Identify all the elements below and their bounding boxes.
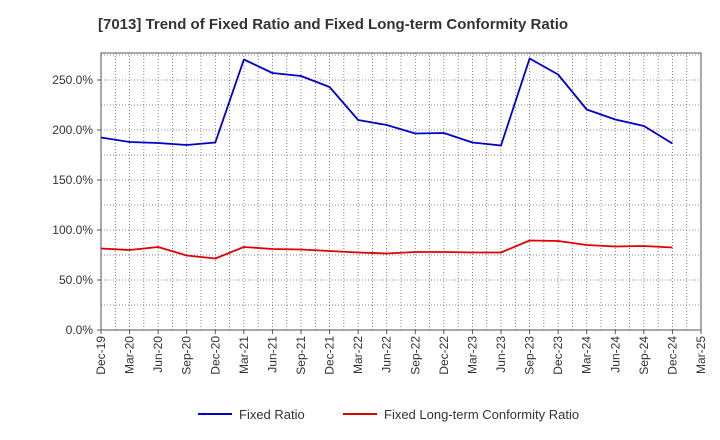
x-tick-label: Mar-23: [465, 336, 479, 374]
x-tick-label: Dec-22: [437, 336, 451, 375]
y-tick-label: 50.0%: [59, 273, 93, 287]
y-axis-tick-labels: 0.0% 50.0% 100.0% 150.0% 200.0% 250.0%: [52, 73, 101, 337]
legend-label: Fixed Long-term Conformity Ratio: [384, 407, 579, 422]
x-tick-label: Mar-20: [123, 336, 137, 374]
x-tick-label: Dec-21: [323, 336, 337, 375]
series-lines: [100, 57, 673, 260]
x-tick-label: Mar-24: [580, 336, 594, 374]
y-tick-label: 150.0%: [52, 173, 93, 187]
x-tick-label: Sep-24: [637, 336, 651, 375]
series-line-fixed-long-term-conformity-ratio: [100, 239, 673, 260]
x-tick-label: Jun-21: [265, 336, 279, 373]
x-tick-label: Jun-23: [494, 336, 508, 373]
x-tick-label: Mar-22: [351, 336, 365, 374]
x-tick-label: Jun-22: [380, 336, 394, 373]
grid-lines: [100, 53, 702, 330]
x-tick-label: Sep-21: [294, 336, 308, 375]
y-tick-label: 0.0%: [66, 323, 94, 337]
y-tick-label: 200.0%: [52, 123, 93, 137]
x-tick-label: Mar-21: [237, 336, 251, 374]
legend: Fixed Ratio Fixed Long-term Conformity Ra…: [198, 407, 579, 422]
x-tick-label: Jun-24: [608, 336, 622, 373]
x-tick-label: Sep-23: [523, 336, 537, 375]
x-tick-label: Jun-20: [151, 336, 165, 373]
x-tick-label: Sep-22: [408, 336, 422, 375]
x-tick-label: Dec-23: [551, 336, 565, 375]
x-tick-label: Mar-25: [694, 336, 708, 374]
x-tick-label: Sep-20: [180, 336, 194, 375]
y-tick-label: 100.0%: [52, 223, 93, 237]
x-tick-label: Dec-19: [94, 336, 108, 375]
plot-frame: [100, 52, 702, 331]
y-tick-label: 250.0%: [52, 73, 93, 87]
series-line-fixed-ratio: [100, 57, 673, 147]
x-tick-label: Dec-20: [208, 336, 222, 375]
x-tick-label: Dec-24: [665, 336, 679, 375]
chart-title: [7013] Trend of Fixed Ratio and Fixed Lo…: [98, 16, 569, 33]
legend-label: Fixed Ratio: [239, 407, 305, 422]
x-axis-tick-labels: Dec-19 Mar-20 Jun-20 Sep-20 Dec-20 Mar-21 Jun-…: [94, 330, 708, 375]
